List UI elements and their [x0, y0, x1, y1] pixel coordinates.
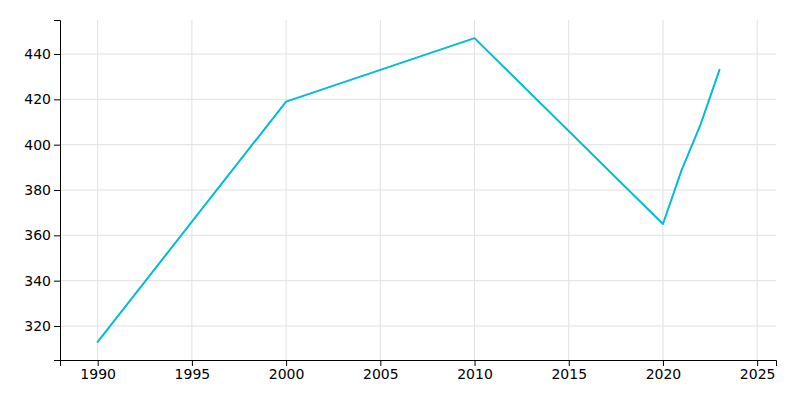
y-tick: 400 — [24, 137, 60, 153]
y-tick-label: 360 — [24, 227, 51, 243]
x-tick-label: 2025 — [740, 366, 776, 382]
grid — [60, 20, 776, 360]
grid-line-y — [60, 144, 776, 145]
x-tick-label: 1990 — [80, 366, 116, 382]
x-tick-label: 2010 — [457, 366, 493, 382]
y-tick: 340 — [24, 273, 60, 289]
y-tick-mark — [54, 235, 60, 236]
y-tick-mark — [54, 190, 60, 191]
y-tick-mark — [54, 281, 60, 282]
x-tick-label: 2005 — [363, 366, 399, 382]
grid-line-y — [60, 326, 776, 327]
y-tick: 440 — [24, 46, 60, 62]
y-tick-label: 420 — [24, 91, 51, 107]
x-tick-label: 1995 — [175, 366, 211, 382]
x-tick-label: 2000 — [269, 366, 305, 382]
x-tick: 2025 — [740, 360, 776, 382]
y-tick-mark — [54, 54, 60, 55]
chart: 1990 1995 2000 2005 2010 2015 2020 2025 320 340 36… — [0, 0, 800, 400]
y-axis: 320 340 360 380 400 420 440 — [24, 21, 60, 361]
y-tick-mark — [54, 99, 60, 100]
line — [98, 38, 720, 342]
plot: 1990 1995 2000 2005 2010 2015 2020 2025 320 340 36… — [24, 20, 776, 382]
grid-line-y — [60, 235, 776, 236]
y-tick: 320 — [24, 318, 60, 334]
grid-line-y — [60, 54, 776, 55]
grid-line-y — [60, 190, 776, 191]
y-tick-label: 440 — [24, 46, 51, 62]
y-tick-label: 380 — [24, 182, 51, 198]
x-tick: 2010 — [457, 360, 493, 382]
y-tick-mark — [54, 145, 60, 146]
x-axis: 1990 1995 2000 2005 2010 2015 2020 2025 — [61, 360, 777, 382]
x-tick: 1990 — [80, 360, 116, 382]
grid-line-y — [60, 99, 776, 100]
x-tick: 2005 — [363, 360, 399, 382]
y-tick-label: 400 — [24, 137, 51, 153]
grid-line-y — [60, 280, 776, 281]
y-tick-label: 340 — [24, 273, 51, 289]
y-tick: 380 — [24, 182, 60, 198]
x-tick-label: 2020 — [646, 366, 682, 382]
y-tick: 360 — [24, 227, 60, 243]
y-tick: 420 — [24, 91, 60, 107]
y-tick-label: 320 — [24, 318, 51, 334]
x-tick: 2020 — [646, 360, 682, 382]
y-tick-mark — [54, 326, 60, 327]
x-tick: 2000 — [269, 360, 305, 382]
x-tick: 2015 — [551, 360, 587, 382]
x-tick: 1995 — [175, 360, 211, 382]
marks — [98, 38, 720, 342]
y-axis-line — [54, 21, 61, 361]
x-tick-label: 2015 — [551, 366, 587, 382]
